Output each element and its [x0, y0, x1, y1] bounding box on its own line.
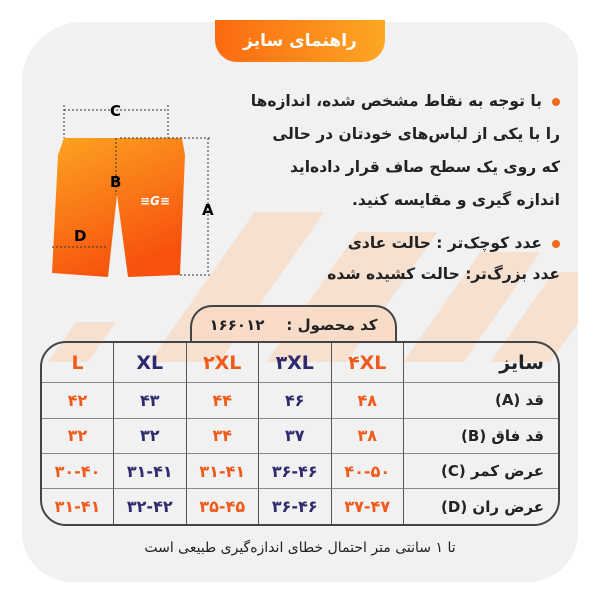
cell: ۳۰-۴۰: [42, 453, 113, 488]
cell: ۴۳: [113, 382, 186, 418]
row-label: عرض کمر (C): [403, 453, 558, 489]
cell: ۳۱-۴۱: [42, 488, 113, 524]
size-header: ۴XL: [330, 343, 404, 383]
product-code-label: کد محصول :: [286, 316, 378, 334]
footer-note: تا ۱ سانتی متر احتمال خطای اندازه‌گیری ط…: [144, 540, 456, 556]
table-header-row: سایز ۴XL ۳XL ۲XL XL L: [42, 343, 558, 383]
table-row: عرض ران (D) ۳۷-۴۷ ۳۶-۴۶ ۳۵-۴۵ ۳۲-۴۲ ۳۱-۴۱: [42, 488, 558, 524]
cell: ۳۸: [330, 417, 403, 453]
size-header: ۲XL: [185, 343, 259, 383]
notes: عدد کوچک‌تر : حالت عادی عدد بزرگ‌تر: حال…: [327, 228, 560, 290]
label-b: B: [110, 173, 121, 191]
cell: ۳۲: [113, 417, 186, 453]
instruction-line: اندازه گیری و مقایسه کنید.: [352, 191, 560, 209]
table-row: عرض کمر (C) ۴۰-۵۰ ۳۶-۴۶ ۳۱-۴۱ ۳۱-۴۱ ۳۰-۴۰: [42, 453, 558, 489]
row-label: قد فاق (B): [403, 417, 558, 453]
cell: ۴۸: [330, 382, 403, 418]
product-code: کد محصول : ۱۶۶۰۱۲: [190, 305, 397, 343]
label-c: C: [110, 102, 121, 120]
table-row: قد (A) ۴۸ ۴۶ ۴۴ ۴۳ ۴۲: [42, 382, 558, 418]
cell: ۳۷: [258, 417, 331, 453]
cell: ۳۲: [42, 417, 113, 453]
cell: ۳۱-۴۱: [113, 453, 186, 489]
cell: ۳۷-۴۷: [330, 488, 403, 524]
cell: ۳۴: [185, 417, 258, 453]
cell: ۳۵-۴۵: [185, 488, 258, 524]
size-header: L: [71, 351, 84, 374]
row-label: عرض ران (D): [403, 488, 558, 524]
cell: ۴۲: [42, 382, 113, 417]
size-table: سایز ۴XL ۳XL ۲XL XL L قد (A) ۴۸ ۴۶ ۴۴ ۴۳ ۴۲ ق…: [40, 341, 560, 526]
table-row: قد فاق (B) ۳۸ ۳۷ ۳۴ ۳۲ ۳۲: [42, 417, 558, 453]
row-label: قد (A): [403, 382, 558, 418]
product-code-value: ۱۶۶۰۱۲: [209, 316, 265, 334]
size-header: XL: [113, 343, 186, 383]
shorts-shape: [52, 138, 185, 277]
bullet-icon: [552, 97, 560, 106]
instructions: با توجه به نقاط مشخص شده، اندازه‌ها را ب…: [251, 85, 560, 217]
cell: ۳۶-۴۶: [258, 453, 331, 489]
shorts-diagram: ≡G≡ C B A D: [52, 102, 214, 277]
label-a: A: [202, 201, 214, 219]
instruction-line: که روی یک سطح صاف قرار داده‌اید: [289, 158, 560, 176]
label-d: D: [74, 227, 86, 245]
cell: ۴۶: [258, 382, 331, 418]
note-line: عدد بزرگ‌تر: حالت کشیده شده: [327, 265, 560, 283]
instruction-line: با توجه به نقاط مشخص شده، اندازه‌ها: [250, 92, 542, 110]
page-title: راهنمای سایز: [215, 20, 385, 62]
cell: ۴۴: [185, 382, 258, 418]
instruction-line: را با یکی از لباس‌های خودتان در حالی: [272, 125, 560, 143]
size-header: ۳XL: [258, 343, 331, 383]
brand-logo: ≡G≡: [140, 194, 170, 208]
cell: ۴۰-۵۰: [330, 453, 403, 489]
note-line: عدد کوچک‌تر : حالت عادی: [347, 234, 542, 252]
bullet-icon: [552, 239, 560, 248]
cell: ۳۱-۴۱: [185, 453, 258, 489]
cell: ۳۲-۴۲: [113, 488, 186, 524]
header-label: سایز: [403, 343, 558, 383]
cell: ۳۶-۴۶: [258, 488, 331, 524]
